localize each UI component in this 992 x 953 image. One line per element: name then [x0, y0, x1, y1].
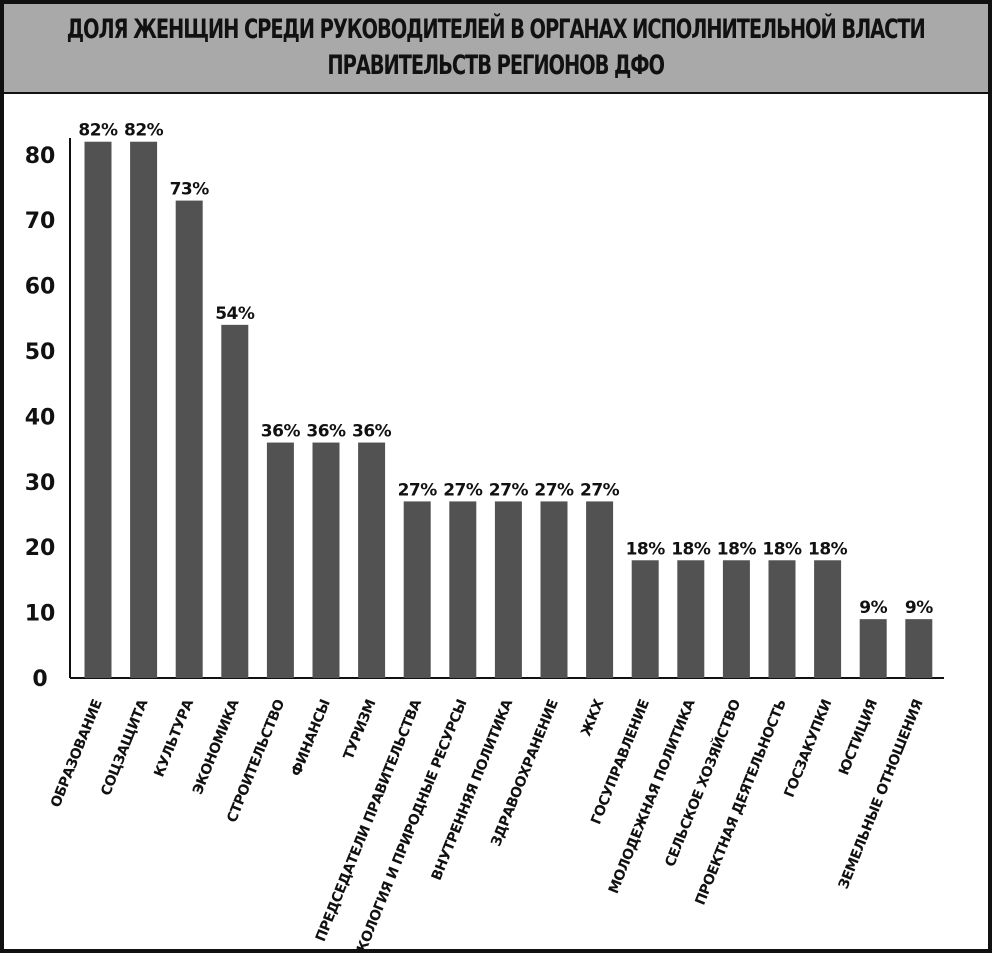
bar-value-label: 27% [534, 480, 574, 500]
category-label: ЮСТИЦИЯ [836, 698, 881, 778]
y-tick-label: 10 [25, 602, 56, 627]
bar [449, 501, 477, 678]
bar-value-label: 27% [489, 480, 529, 500]
bar-value-label: 18% [671, 539, 711, 559]
y-tick-label: 30 [25, 471, 56, 496]
y-tick-label: 60 [25, 275, 56, 300]
bar [905, 619, 933, 678]
y-tick-label: 40 [25, 405, 56, 430]
category-label: ЗЕМЕЛЬНЫЕ ОТНОШЕНИЯ [836, 698, 927, 892]
bar-value-label: 54% [215, 304, 255, 324]
y-tick-label: 0 [32, 667, 47, 692]
bar-value-label: 9% [859, 598, 887, 618]
bar [631, 560, 659, 678]
bar-value-label: 36% [261, 422, 301, 442]
bar [586, 501, 614, 678]
bar-value-label: 18% [808, 539, 848, 559]
bar [814, 560, 842, 678]
bar-value-label: 82% [124, 121, 164, 141]
bar-value-label: 18% [717, 539, 757, 559]
bars [84, 141, 933, 679]
bar [540, 501, 568, 678]
bar-value-label: 9% [905, 598, 933, 618]
bar-value-label: 27% [580, 480, 620, 500]
bar [84, 141, 112, 679]
category-label: ЖКХ [578, 697, 607, 739]
bar-value-label: 18% [762, 539, 802, 559]
y-tick-label: 50 [25, 340, 56, 365]
y-tick-label: 70 [25, 209, 56, 234]
bar [312, 442, 340, 678]
y-axis: 0 10 20 30 40 50 60 70 80 [25, 138, 944, 692]
category-label: ФИНАНСЫ [288, 698, 333, 779]
bar-value-label: 27% [398, 480, 438, 500]
category-label: ПРОЕКТНАЯ ДЕЯТЕЛЬНОСТЬ [692, 698, 789, 908]
category-label: КУЛЬТУРА [151, 697, 197, 780]
chart-header: ДОЛЯ ЖЕНЩИН СРЕДИ РУКОВОДИТЕЛЕЙ В ОРГАНА… [4, 4, 988, 94]
category-label: ГОСЗАКУПКИ [782, 698, 836, 800]
y-tick-label: 80 [25, 144, 56, 169]
category-label: ЭКОНОМИКА [190, 697, 243, 797]
bar-value-label: 82% [78, 121, 118, 141]
bar [221, 324, 249, 678]
category-label: ВНУТРЕННЯЯ ПОЛИТИКА [429, 697, 517, 883]
bar-value-label: 73% [170, 180, 210, 200]
bar [175, 200, 203, 678]
bar [722, 560, 750, 678]
bar-value-label: 27% [443, 480, 483, 500]
chart-title-line-1: ДОЛЯ ЖЕНЩИН СРЕДИ РУКОВОДИТЕЛЕЙ В ОРГАНА… [67, 14, 926, 45]
bar-value-label: 36% [306, 422, 346, 442]
bar [859, 619, 887, 678]
bar-value-label: 18% [626, 539, 666, 559]
bar [130, 141, 158, 679]
y-tick-label: 20 [25, 536, 56, 561]
bar [403, 501, 431, 678]
chart-title-line-2: ПРАВИТЕЛЬСТВ РЕГИОНОВ ДФО [327, 50, 666, 81]
category-label: СОЦЗАЩИТА [98, 697, 151, 798]
bar [494, 501, 522, 678]
bar-value-label: 36% [352, 422, 392, 442]
bar [358, 442, 386, 678]
category-label: ТУРИЗМ [341, 698, 380, 763]
category-label: МОЛОДЕЖНАЯ ПОЛИТИКА [606, 697, 699, 896]
bar [768, 560, 796, 678]
bar [266, 442, 294, 678]
bar [677, 560, 705, 678]
category-label: ОБРАЗОВАНИЕ [48, 698, 106, 810]
value-labels: 82% 82%73%54%36% 36% 36%27% 27% 27% 27% 27%18% 1… [78, 121, 933, 618]
